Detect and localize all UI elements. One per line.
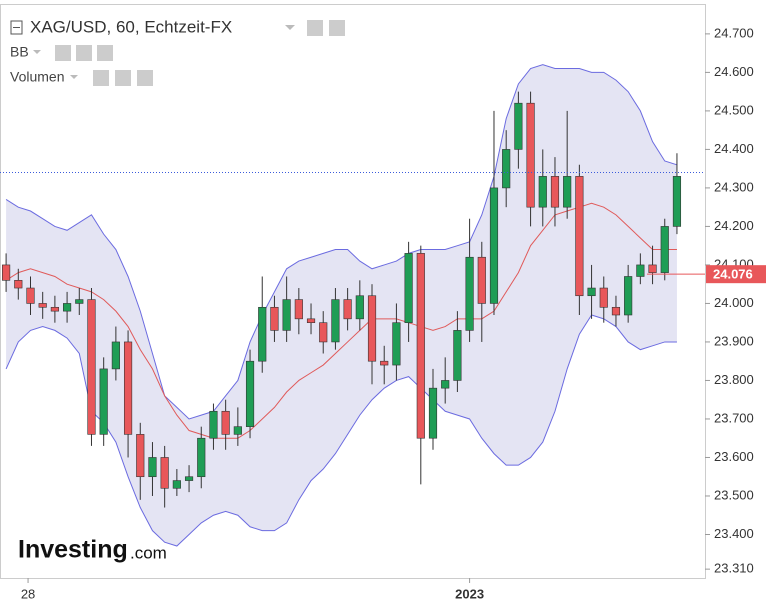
candle-body: [380, 360, 389, 366]
candle-body: [294, 299, 303, 320]
candle-body: [611, 306, 621, 316]
candle-body: [526, 102, 535, 208]
candle-body: [502, 149, 511, 189]
x-tick-label: 28: [21, 586, 35, 601]
y-tick-label: 23.310: [714, 561, 754, 576]
settings-icon[interactable]: [76, 45, 92, 61]
y-tick-label: 24.300: [714, 179, 754, 194]
candle-body: [672, 176, 682, 227]
candle-body: [343, 299, 352, 320]
candle-body: [38, 303, 47, 308]
candle-body: [270, 306, 279, 331]
bollinger-middle: [5, 202, 677, 439]
axis-layer: 24.70024.60024.50024.40024.30024.20024.1…: [21, 25, 754, 601]
candle-layer: 24.076: [0, 91, 766, 508]
indicator-label: Volumen: [10, 69, 64, 85]
candle-body: [99, 368, 108, 435]
y-tick-label: 23.700: [714, 410, 754, 425]
candle-body: [514, 102, 523, 150]
candle-body: [221, 410, 230, 435]
candle-body: [258, 306, 267, 362]
candle-body: [489, 187, 499, 304]
dropdown-arrow[interactable]: [70, 75, 78, 79]
candle-body: [453, 330, 462, 381]
candle-body: [50, 306, 59, 312]
eye-icon[interactable]: [307, 20, 323, 36]
bollinger-upper: [5, 64, 678, 420]
logo: Investing: [18, 536, 128, 564]
candle-body: [2, 264, 11, 281]
candle-body: [416, 253, 425, 439]
y-tick-label: 24.200: [714, 218, 754, 233]
candle-body: [184, 476, 194, 481]
candle-body: [14, 280, 23, 289]
close-icon[interactable]: [137, 70, 153, 86]
candle-body: [282, 299, 291, 331]
candle-body: [136, 434, 145, 478]
settings-icon[interactable]: [329, 20, 345, 36]
dropdown-arrow[interactable]: [285, 25, 295, 30]
candle-body: [123, 341, 133, 435]
y-tick-label: 24.600: [714, 64, 754, 79]
candle-body: [563, 176, 572, 208]
candle-body: [367, 295, 377, 362]
candle-body: [245, 360, 255, 427]
candle-body: [392, 322, 401, 366]
candle-body: [319, 322, 328, 343]
candle-body: [599, 287, 608, 308]
y-tick-label: 23.800: [714, 372, 754, 387]
x-tick-label: 2023: [455, 586, 484, 601]
candle-body: [75, 299, 84, 304]
indicator-label: BB: [10, 44, 29, 60]
candle-body: [355, 295, 364, 320]
y-tick-label: 24.400: [714, 141, 754, 156]
last-price-box: [706, 265, 766, 284]
candle-body: [148, 457, 157, 478]
y-tick-label: 24.000: [714, 295, 754, 310]
candle-body: [465, 256, 474, 331]
candle-body: [26, 287, 35, 304]
y-tick-label: 23.500: [714, 487, 754, 502]
candle-body: [660, 226, 669, 273]
chart-title: XAG/USD, 60, Echtzeit-FX: [30, 17, 232, 36]
candle-body: [172, 480, 181, 489]
y-tick-label: 23.600: [714, 449, 754, 464]
candle-body: [428, 387, 438, 439]
y-tick-label: 23.900: [714, 333, 754, 348]
bollinger-lower: [5, 314, 677, 547]
eye-icon[interactable]: [55, 45, 71, 61]
candle-body: [87, 299, 96, 435]
y-tick-label: 23.400: [714, 526, 754, 541]
settings-icon[interactable]: [115, 70, 131, 86]
candle-body: [575, 176, 584, 297]
candle-body: [550, 176, 560, 208]
candle-body: [209, 410, 218, 439]
candle-body: [306, 318, 316, 323]
close-icon[interactable]: [97, 45, 113, 61]
candle-body: [160, 457, 169, 489]
candle-body: [648, 264, 657, 273]
candle-body: [624, 276, 633, 316]
eye-icon[interactable]: [93, 70, 109, 86]
candle-body: [404, 253, 413, 323]
candle-body: [477, 256, 486, 304]
candle-body: [636, 264, 645, 277]
logo-suffix: .com: [130, 543, 167, 562]
overlay-layer: XAG/USD, 60, Echtzeit-FX BB Volumen Inve…: [10, 17, 345, 564]
candle-body: [587, 287, 596, 297]
candle-body: [538, 176, 547, 208]
candle-body: [111, 341, 120, 370]
candle-body: [233, 426, 242, 435]
candle-body: [63, 303, 72, 312]
candle-body: [441, 380, 450, 389]
candle-body: [331, 299, 340, 343]
y-tick-label: 24.500: [714, 102, 754, 117]
dropdown-arrow[interactable]: [33, 50, 41, 54]
candle-body: [197, 437, 206, 478]
last-price-label: 24.076: [713, 267, 753, 282]
y-tick-label: 24.700: [714, 25, 754, 40]
